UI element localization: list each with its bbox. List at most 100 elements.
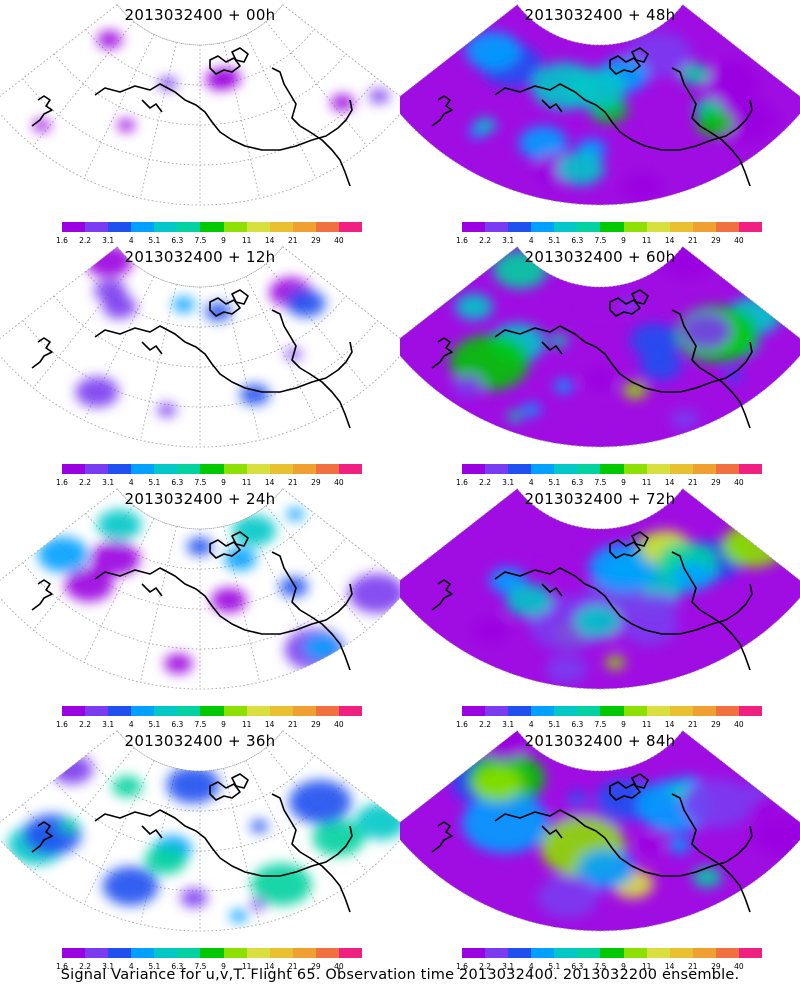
legend-swatch <box>554 706 578 716</box>
legend-swatch <box>692 464 716 474</box>
legend-swatch <box>669 464 693 474</box>
legend-tick-label: 21 <box>287 720 298 729</box>
legend-swatch <box>462 948 486 958</box>
map-panel: 2013032400 + 36h 1.6 2.2 3.1 4 5.1 6.3 7.5 9 11 14… <box>0 726 400 971</box>
legend-tick-label: 5.1 <box>548 478 561 487</box>
legend-tick-label: 29 <box>711 720 721 729</box>
map-panel: 2013032400 + 72h 1.6 2.2 3.1 4 5.1 6.3 7.5 9 11 14… <box>400 484 800 729</box>
legend-swatch <box>715 464 739 474</box>
legend-tick-label: 4 <box>128 478 134 487</box>
legend-tick-label: 14 <box>664 962 675 971</box>
map-canvas <box>400 246 800 448</box>
legend-colorbar <box>462 464 763 474</box>
legend-colorbar <box>62 222 363 232</box>
legend-tick-label: 7.5 <box>194 236 207 245</box>
legend-swatch <box>269 706 293 716</box>
legend-tick-label: 3.1 <box>502 962 515 971</box>
legend-tick-label: 11 <box>241 236 252 245</box>
legend-swatch <box>508 948 532 958</box>
legend-tick-label: 29 <box>711 478 721 487</box>
panel-title: 2013032400 + 36h <box>124 732 276 750</box>
panel-title: 2013032400 + 84h <box>524 732 676 750</box>
coastline <box>431 773 753 913</box>
color-legend: 1.6 2.2 3.1 4 5.1 6.3 7.5 9 11 14 21 29 40 <box>56 706 363 736</box>
legend-swatch <box>200 464 224 474</box>
legend-swatch <box>623 222 647 232</box>
legend-swatch <box>177 706 201 716</box>
legend-tick-label: 3.1 <box>102 720 115 729</box>
map-panel: 2013032400 + 60h 1.6 2.2 3.1 4 5.1 6.3 7.5 9 11 14… <box>400 242 800 487</box>
legend-tick-label: 11 <box>641 720 652 729</box>
legend-tick-label: 2.2 <box>479 478 492 487</box>
legend-tick-label: 21 <box>687 962 698 971</box>
map-boundary <box>0 246 400 448</box>
legend-tick-label: 14 <box>664 478 675 487</box>
legend-swatch <box>223 948 247 958</box>
legend-tick-label: 7.5 <box>194 478 207 487</box>
legend-swatch <box>154 222 178 232</box>
legend-swatch <box>600 948 624 958</box>
legend-swatch <box>623 464 647 474</box>
legend-tick-label: 11 <box>641 478 652 487</box>
legend-swatch <box>531 222 555 232</box>
legend-tick-label: 4 <box>128 962 134 971</box>
legend-tick-label: 6.3 <box>571 962 584 971</box>
legend-swatch <box>177 464 201 474</box>
panel-title: 2013032400 + 00h <box>124 6 276 24</box>
legend-swatch <box>646 464 670 474</box>
legend-tick-label: 40 <box>334 962 344 971</box>
legend-tick-label: 40 <box>334 720 344 729</box>
variance-field <box>400 488 800 689</box>
legend-swatch <box>62 706 86 716</box>
legend-tick-label: 7.5 <box>194 962 207 971</box>
legend-tick-label: 1.6 <box>456 962 468 971</box>
coastline <box>431 531 753 671</box>
legend-tick-label: 4 <box>528 236 534 245</box>
legend-tick-label: 5.1 <box>148 720 161 729</box>
color-legend: 1.6 2.2 3.1 4 5.1 6.3 7.5 9 11 14 21 29 40 <box>456 706 763 736</box>
legend-swatch <box>108 222 132 232</box>
legend-tick-label: 2.2 <box>79 478 92 487</box>
legend-swatch <box>292 706 316 716</box>
legend-tick-label: 29 <box>711 236 721 245</box>
legend-swatch <box>85 706 109 716</box>
legend-tick-label: 2.2 <box>79 236 92 245</box>
legend-swatch <box>246 464 270 474</box>
color-legend: 1.6 2.2 3.1 4 5.1 6.3 7.5 9 11 14 21 29 40 <box>456 464 763 494</box>
legend-tick-label: 7.5 <box>194 720 207 729</box>
legend-colorbar <box>62 706 363 716</box>
legend-tick-label: 7.5 <box>594 478 607 487</box>
legend-swatch <box>577 222 601 232</box>
legend-tick-label: 3.1 <box>102 962 115 971</box>
coastline <box>31 531 353 671</box>
legend-swatch <box>600 222 624 232</box>
legend-tick-label: 21 <box>287 236 298 245</box>
legend-tick-label: 4 <box>528 720 534 729</box>
legend-swatch <box>577 706 601 716</box>
legend-tick-label: 4 <box>528 478 534 487</box>
legend-tick-label: 2.2 <box>479 236 492 245</box>
legend-swatch <box>554 464 578 474</box>
legend-tick-label: 4 <box>128 236 134 245</box>
legend-swatch <box>600 706 624 716</box>
graticule <box>0 246 400 448</box>
legend-swatch <box>246 222 270 232</box>
map-canvas <box>400 730 800 932</box>
variance-field <box>7 754 400 923</box>
map-boundary <box>0 488 400 690</box>
legend-tick-label: 5.1 <box>548 236 561 245</box>
map-panel: 2013032400 + 00h 1.6 2.2 3.1 4 5.1 6.3 7.5 9 11 14… <box>0 0 400 245</box>
legend-swatch <box>462 706 486 716</box>
variance-field <box>400 4 800 205</box>
legend-tick-label: 2.2 <box>79 720 92 729</box>
legend-colorbar <box>462 222 763 232</box>
legend-tick-label: 6.3 <box>571 720 584 729</box>
legend-tick-label: 40 <box>334 236 344 245</box>
legend-swatch <box>246 948 270 958</box>
legend-swatch <box>738 948 763 958</box>
map-panel: 2013032400 + 48h 1.6 2.2 3.1 4 5.1 6.3 7.5 9 11 14… <box>400 0 800 245</box>
figure-caption: Signal Variance for u,v,T. Flight 65. Ob… <box>60 967 740 983</box>
legend-swatch <box>485 706 509 716</box>
legend-tick-label: 21 <box>687 720 698 729</box>
legend-swatch <box>223 464 247 474</box>
